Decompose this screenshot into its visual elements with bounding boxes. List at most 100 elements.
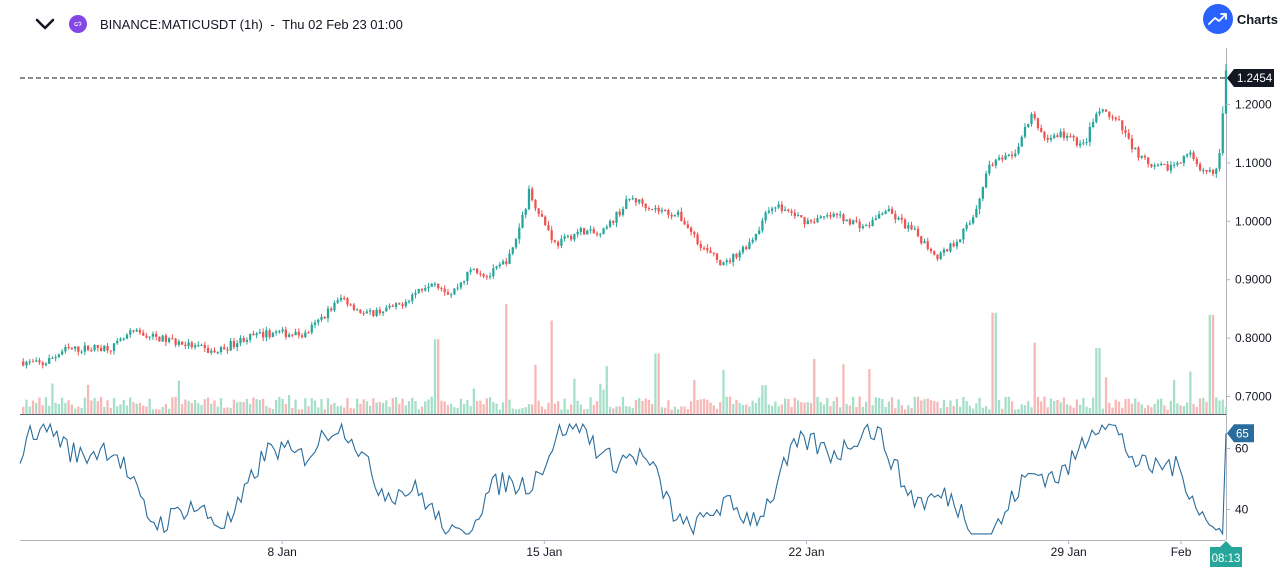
candle-body: [725, 260, 728, 263]
candle-body: [1069, 135, 1072, 137]
candle-body: [1098, 111, 1101, 114]
volume-bar: [174, 396, 177, 414]
volume-bar: [232, 399, 236, 414]
candle-body: [1176, 162, 1179, 165]
volume-bar: [394, 397, 398, 414]
volume-bar: [1082, 397, 1085, 414]
volume-bar: [822, 404, 826, 414]
volume-bar: [488, 397, 492, 414]
volume-bar: [599, 383, 602, 414]
candle-body: [1085, 142, 1088, 144]
candle-body: [680, 211, 683, 222]
volume-bar: [96, 401, 99, 414]
volume-bar: [877, 397, 881, 414]
candle-body: [239, 337, 242, 344]
volume-bar: [971, 408, 975, 414]
volume-bar: [693, 379, 696, 414]
candle-body: [826, 215, 829, 217]
volume-bar: [942, 399, 946, 414]
candle-body: [1182, 156, 1185, 164]
candle-body: [213, 350, 216, 353]
volume-bar: [148, 398, 151, 414]
candle-body: [770, 208, 774, 211]
volume-bar: [605, 366, 608, 414]
candle-body: [631, 198, 634, 200]
brand-badge[interactable]: Charts: [1202, 4, 1280, 34]
candle-body: [644, 203, 647, 209]
price-tick-label: 0.8000: [1235, 331, 1272, 345]
candle-body: [654, 207, 657, 210]
volume-bar: [709, 402, 712, 414]
candle-body: [910, 225, 913, 230]
candle-body: [975, 208, 978, 218]
volume-bar: [424, 401, 427, 414]
volume-bar: [910, 408, 913, 414]
candle-body: [90, 350, 93, 352]
candle-body: [518, 227, 521, 240]
candle-body: [25, 362, 28, 366]
candle-body: [151, 333, 155, 337]
volume-bar: [86, 384, 90, 414]
volume-bar: [158, 409, 161, 414]
volume-bar: [518, 408, 521, 414]
volume-bar: [99, 396, 103, 414]
volume-bar: [210, 403, 213, 414]
chevron-down-icon[interactable]: [34, 13, 56, 35]
trend-up-icon: [1202, 4, 1233, 34]
volume-bar: [475, 400, 479, 414]
volume-bar: [1043, 396, 1046, 414]
volume-bar: [1224, 406, 1228, 414]
candle-body: [783, 209, 787, 211]
candle-body: [407, 301, 411, 303]
volume-bar: [1143, 408, 1147, 414]
candle-body: [751, 239, 754, 243]
volume-bar: [1153, 403, 1156, 414]
volume-bar: [1185, 402, 1189, 414]
volume-bar: [200, 405, 203, 414]
candle-body: [1198, 164, 1202, 171]
volume-bar: [1017, 409, 1020, 414]
candle-body: [942, 249, 946, 253]
volume-bar: [673, 406, 677, 414]
candle-body: [206, 347, 210, 353]
candle-body: [845, 219, 848, 222]
candle-body: [193, 345, 197, 348]
volume-bar: [615, 406, 618, 414]
volume-bar: [1124, 398, 1127, 414]
volume-bar: [414, 401, 417, 414]
volume-bar: [861, 406, 865, 414]
candle-body: [955, 241, 959, 247]
candle-body: [1147, 157, 1150, 165]
candle-body: [310, 324, 313, 333]
volume-bar: [1040, 401, 1043, 414]
volume-bar: [890, 397, 894, 414]
volume-bar: [304, 398, 307, 414]
candle-body: [359, 309, 362, 313]
volume-bar: [560, 409, 563, 414]
volume-bar: [1053, 400, 1056, 414]
volume-bar: [180, 404, 184, 414]
volume-bar: [333, 403, 336, 414]
candle-body: [988, 164, 991, 174]
volume-bar: [770, 405, 774, 414]
volume-bar: [320, 399, 323, 414]
volume-bar: [44, 397, 48, 414]
candle-body: [884, 211, 887, 214]
candle-body: [641, 199, 644, 204]
candle-body: [894, 213, 897, 220]
volume-bar: [806, 402, 809, 414]
candle-body: [297, 331, 300, 336]
candle-body: [868, 225, 871, 227]
candle-body: [456, 287, 459, 289]
volume-bar: [336, 406, 339, 414]
volume-bar: [197, 403, 200, 414]
volume-bar: [236, 402, 239, 414]
volume-bar: [602, 389, 605, 414]
candle-body: [323, 316, 326, 319]
candle-body: [96, 345, 99, 348]
candle-body: [612, 220, 615, 223]
candle-body: [816, 218, 819, 223]
candle-body: [320, 316, 323, 320]
volume-bar: [307, 406, 310, 414]
